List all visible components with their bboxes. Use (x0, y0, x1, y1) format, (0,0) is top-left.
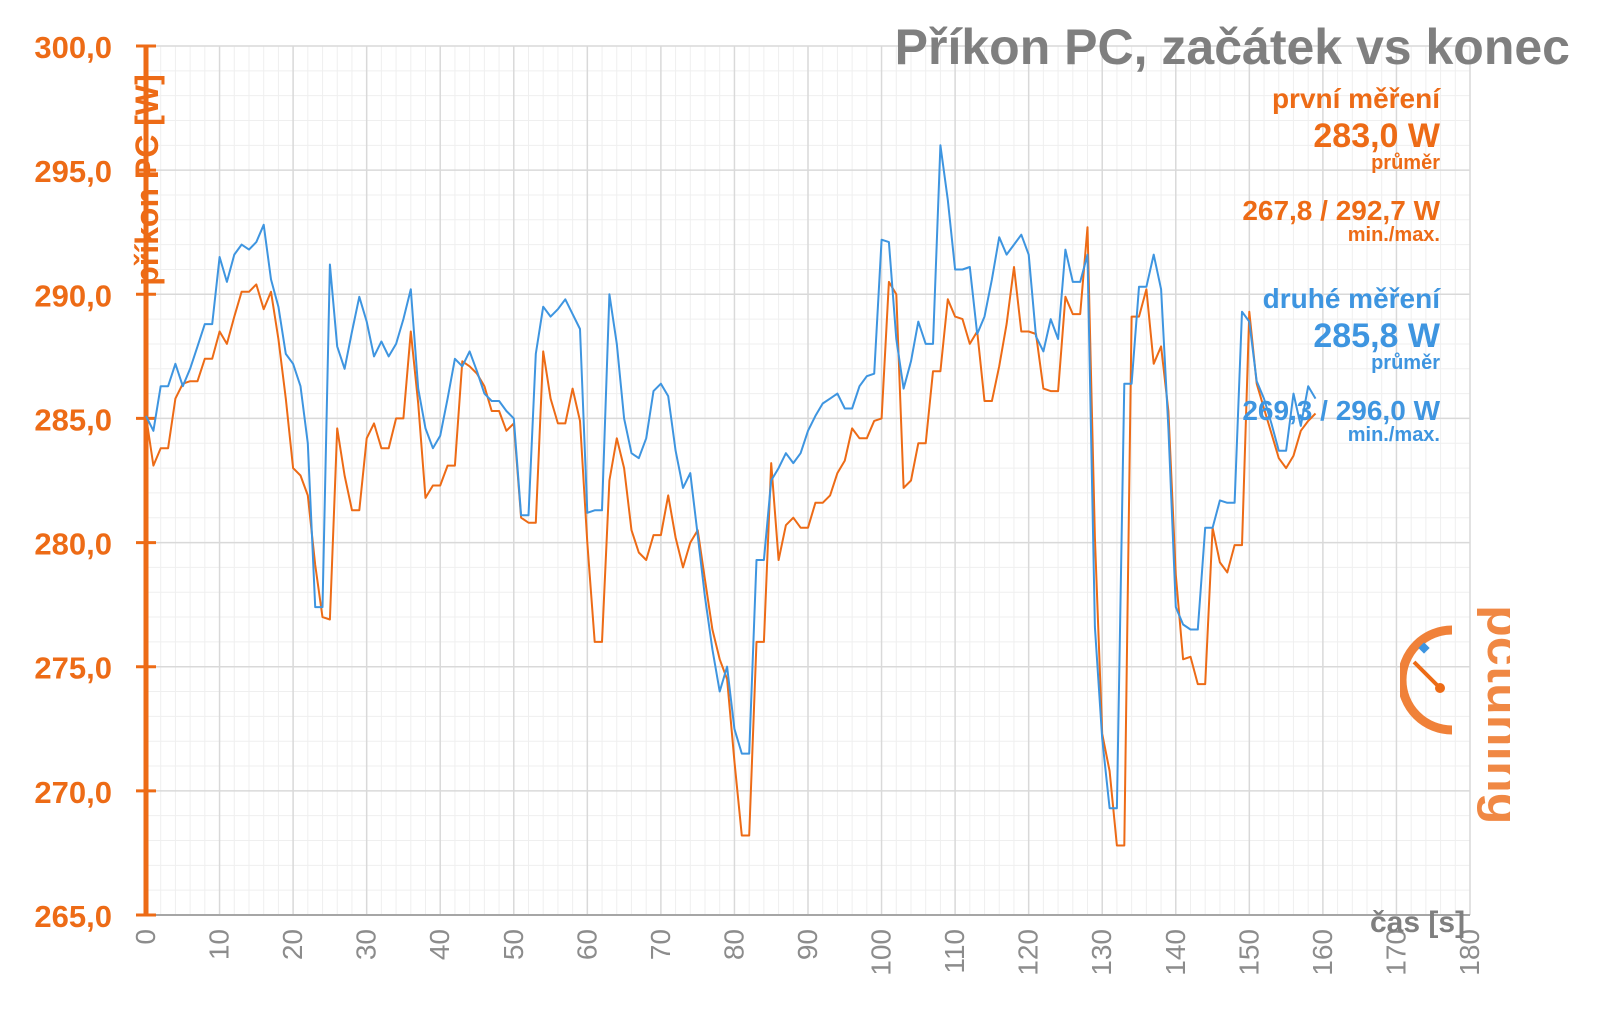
stats-second-label: druhé měření (1262, 283, 1440, 314)
chart-title: Příkon PC, začátek vs konec (894, 19, 1570, 75)
x-tick-label: 0 (130, 929, 161, 945)
logo-text: pctuning (1476, 605, 1510, 825)
series-line-2 (145, 144, 1317, 810)
x-tick-label: 50 (498, 929, 529, 960)
x-tick-label: 140 (1160, 929, 1191, 976)
stats-first-minmax-label: min./max. (1347, 224, 1440, 246)
x-tick-label: 60 (571, 929, 602, 960)
stats-first-label: první měření (1271, 83, 1440, 114)
x-tick-labels: 0 10 20 30 40 50 60 70 80 90 100 110 120 130 140 150 160… (130, 929, 1485, 976)
y-tick-label: 295,0 (34, 154, 112, 189)
x-tick-label: 40 (424, 929, 455, 960)
x-tick-label: 170 (1380, 929, 1411, 976)
stats-second-avg-label: průměr (1371, 352, 1440, 374)
stats-first-avg-label: průměr (1371, 152, 1440, 174)
y-tick-label: 285,0 (34, 402, 112, 437)
x-tick-label: 110 (939, 929, 970, 974)
stopwatch-icon (1400, 625, 1453, 735)
y-tick-label: 275,0 (34, 651, 112, 686)
x-tick-label: 70 (645, 929, 676, 960)
stats-second-minmax: 269,3 / 296,0 W (1242, 395, 1440, 426)
x-axis-label: čas [s] (1370, 906, 1465, 939)
pctuning-logo: pctuning (1400, 605, 1510, 825)
y-tick-label: 270,0 (34, 775, 112, 810)
stats-second-minmax-label: min./max. (1347, 424, 1440, 446)
y-tick-label: 300,0 (34, 30, 112, 65)
y-tick-label: 290,0 (34, 278, 112, 313)
x-tick-label: 180 (1454, 929, 1485, 976)
y-tick-label: 265,0 (34, 899, 112, 934)
stats-second: druhé měření 285,8 W průměr 269,3 / 296,… (1242, 283, 1440, 446)
series-layer (145, 144, 1317, 847)
x-tick-label: 20 (277, 929, 308, 960)
stats-second-avg: 285,8 W (1313, 317, 1440, 355)
x-tick-label: 120 (1013, 929, 1044, 976)
series-line-1 (145, 226, 1317, 847)
stats-first-avg: 283,0 W (1313, 117, 1440, 155)
x-tick-label: 100 (866, 929, 897, 976)
y-tick-labels: 265,0 270,0 275,0 280,0 285,0 290,0 295,0 300,0 (34, 30, 112, 934)
x-tick-label: 150 (1233, 929, 1264, 976)
x-tick-label: 90 (792, 929, 823, 960)
axes (136, 44, 1470, 917)
x-tick-label: 80 (718, 929, 749, 960)
y-axis-label: příkon PC [W] (129, 74, 165, 286)
y-tick-label: 280,0 (34, 527, 112, 562)
stats-first: první měření 283,0 W průměr 267,8 / 292,… (1242, 83, 1440, 246)
x-tick-label: 130 (1086, 929, 1117, 976)
stats-first-minmax: 267,8 / 292,7 W (1242, 195, 1440, 226)
x-tick-label: 160 (1307, 929, 1338, 976)
x-tick-label: 30 (351, 929, 382, 960)
x-tick-label: 10 (204, 929, 235, 960)
